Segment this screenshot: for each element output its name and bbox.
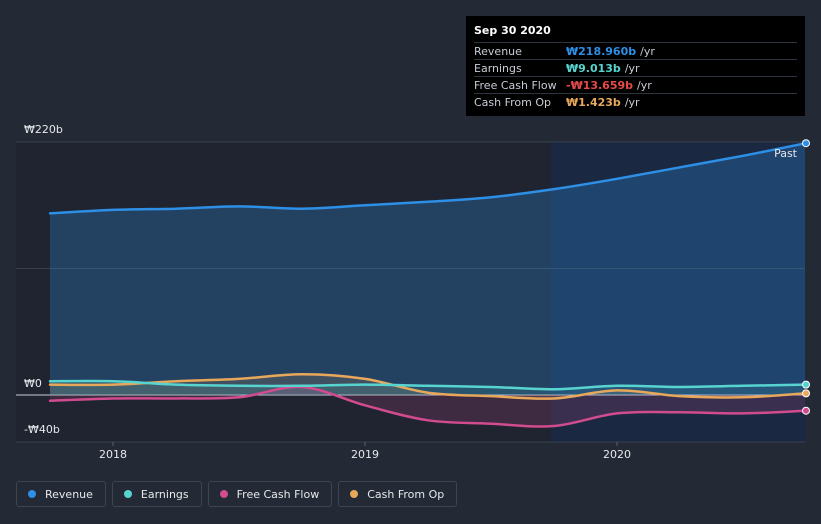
y-tick-label-bottom: -₩40b [24,423,60,436]
legend-dot-icon [123,490,132,498]
x-tick-label-2020: 2020 [603,448,631,461]
tooltip-row-earnings: Earnings ₩9.013b /yr [474,59,797,76]
legend-dot-icon [350,490,359,498]
tooltip-label: Cash From Op [474,95,552,109]
tooltip-row-free-cash-flow: Free Cash Flow -₩13.659b /yr [474,76,797,93]
area-revenue [50,143,805,395]
line-free-cash-flow [48,385,805,428]
tooltip-value: ₩218.960b [566,44,637,58]
tooltip-unit: /yr [624,95,640,109]
tooltip-unit: /yr [640,44,655,58]
tooltip-value: ₩9.013b [566,61,621,75]
legend-dot-icon [28,490,36,498]
tooltip-value: -₩13.659b [566,78,634,92]
area-cash-from-op [50,374,805,399]
tooltip-label: Revenue [474,44,522,58]
legend-item-revenue[interactable]: Revenue [16,481,106,507]
past-label: Past [774,147,798,160]
tooltip-unit: /yr [624,61,640,75]
tooltip-value: ₩1.423b [566,95,621,109]
tooltip-date: Sep 30 2020 [474,24,551,37]
endpoint-revenue [802,139,810,148]
legend-label: Cash From Op [367,487,445,501]
x-tick-label-2018: 2018 [99,448,127,461]
line-earnings [48,379,805,391]
endpoint-cash-from-op [802,389,810,398]
legend: Revenue Earnings Free Cash Flow Cash Fro… [16,481,458,507]
tooltip-label: Free Cash Flow [474,78,557,92]
endpoint-earnings [802,380,810,389]
legend-item-earnings[interactable]: Earnings [111,481,202,507]
line-cash-from-op [48,373,805,400]
line-revenue [48,142,805,215]
endpoint-free-cash-flow [802,406,810,415]
legend-label: Earnings [140,487,189,501]
tooltip-row-cash-from-op: Cash From Op ₩1.423b /yr [474,93,797,110]
legend-item-cash-from-op[interactable]: Cash From Op [338,481,458,507]
tooltip-unit: /yr [637,78,652,92]
y-tick-label-zero: ₩0 [24,377,42,390]
legend-dot-icon [219,490,228,498]
tooltip: Sep 30 2020 Revenue ₩218.960b /yr Earnin… [466,16,805,116]
tooltip-label: Earnings [474,61,522,75]
tooltip-row-revenue: Revenue ₩218.960b /yr [474,42,797,59]
legend-item-free-cash-flow[interactable]: Free Cash Flow [207,481,333,507]
legend-label: Revenue [45,487,93,501]
legend-label: Free Cash Flow [236,487,320,501]
y-tick-label-top: ₩220b [24,123,63,136]
x-tick-label-2019: 2019 [351,448,379,461]
